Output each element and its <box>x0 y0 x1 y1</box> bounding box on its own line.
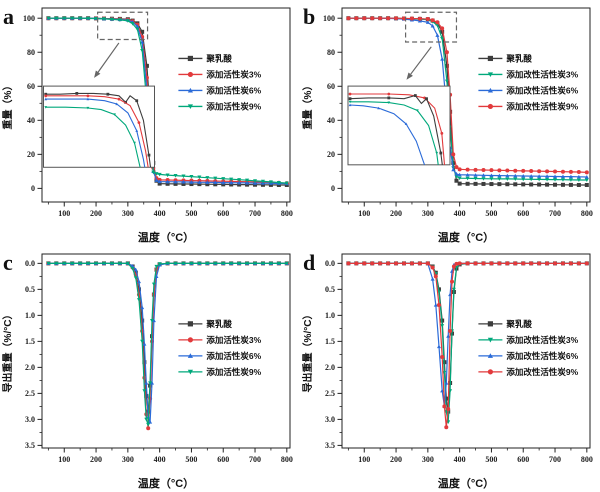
svg-text:导出重量（%/°C）: 导出重量（%/°C） <box>301 310 314 393</box>
svg-text:d: d <box>303 250 315 275</box>
chart-d-dtg-modified: 100 200 300 400 500 600 700 800 0.0 0.5 1.0 1.5 2.0 2… <box>301 250 593 490</box>
svg-text:80: 80 <box>27 48 35 57</box>
svg-text:0.0: 0.0 <box>25 259 35 268</box>
svg-text:100: 100 <box>58 455 70 464</box>
svg-text:聚乳酸: 聚乳酸 <box>505 319 532 329</box>
svg-text:60: 60 <box>27 82 35 91</box>
svg-text:700: 700 <box>549 209 561 218</box>
chart-a-tga: 100 200 300 400 500 600 700 800 0 20 40 60 80 100 温度（°… <box>1 4 293 244</box>
panel-a: 100 200 300 400 500 600 700 800 0 20 40 60 80 100 温度（°… <box>0 0 300 246</box>
svg-text:600: 600 <box>217 209 229 218</box>
svg-text:200: 200 <box>90 209 102 218</box>
svg-text:40: 40 <box>327 116 335 125</box>
svg-text:1.5: 1.5 <box>325 337 335 346</box>
svg-text:添加改性活性炭3%: 添加改性活性炭3% <box>506 69 578 79</box>
svg-text:800: 800 <box>581 455 593 464</box>
svg-text:800: 800 <box>581 209 593 218</box>
svg-text:600: 600 <box>217 455 229 464</box>
svg-text:聚乳酸: 聚乳酸 <box>205 53 232 63</box>
svg-text:2.5: 2.5 <box>25 389 35 398</box>
chart-b-tga-modified: 100 200 300 400 500 600 700 800 0 20 40 60 80 100 温度（°… <box>301 4 593 244</box>
svg-text:导出重量（%/°C）: 导出重量（%/°C） <box>1 310 14 393</box>
chart-c-dtg: 100 200 300 400 500 600 700 800 0.0 0.5 1.0 1.5 2.0 2… <box>1 250 293 490</box>
svg-text:700: 700 <box>549 455 561 464</box>
svg-text:聚乳酸: 聚乳酸 <box>505 53 532 63</box>
svg-text:1.5: 1.5 <box>25 337 35 346</box>
svg-text:0.5: 0.5 <box>25 285 35 294</box>
svg-text:添加改性活性炭6%: 添加改性活性炭6% <box>506 85 578 95</box>
svg-text:0.0: 0.0 <box>325 259 335 268</box>
svg-text:添加改性活性炭9%: 添加改性活性炭9% <box>506 367 578 377</box>
svg-text:1.0: 1.0 <box>25 311 35 320</box>
svg-text:800: 800 <box>281 455 293 464</box>
svg-text:添加改性活性炭9%: 添加改性活性炭9% <box>506 101 578 111</box>
svg-text:800: 800 <box>281 209 293 218</box>
svg-text:3.0: 3.0 <box>25 415 35 424</box>
svg-text:20: 20 <box>27 150 35 159</box>
svg-text:300: 300 <box>122 455 134 464</box>
svg-text:添加活性炭6%: 添加活性炭6% <box>206 351 261 361</box>
svg-text:100: 100 <box>358 209 370 218</box>
svg-text:0: 0 <box>31 184 35 193</box>
svg-text:500: 500 <box>485 455 497 464</box>
svg-text:2.0: 2.0 <box>325 363 335 372</box>
svg-text:600: 600 <box>517 455 529 464</box>
svg-text:c: c <box>3 250 13 275</box>
svg-text:b: b <box>303 4 315 29</box>
svg-text:添加活性炭3%: 添加活性炭3% <box>206 335 261 345</box>
svg-text:400: 400 <box>154 455 166 464</box>
svg-text:1.0: 1.0 <box>325 311 335 320</box>
svg-text:温度（°C）: 温度（°C） <box>438 230 494 244</box>
svg-text:添加活性炭9%: 添加活性炭9% <box>206 101 261 111</box>
svg-text:100: 100 <box>323 14 335 23</box>
svg-text:200: 200 <box>90 455 102 464</box>
svg-text:聚乳酸: 聚乳酸 <box>205 319 232 329</box>
svg-text:2.5: 2.5 <box>325 389 335 398</box>
svg-text:添加改性活性炭3%: 添加改性活性炭3% <box>506 335 578 345</box>
svg-text:200: 200 <box>390 209 402 218</box>
svg-text:温度（°C）: 温度（°C） <box>438 476 494 490</box>
svg-text:80: 80 <box>327 48 335 57</box>
svg-text:添加改性活性炭6%: 添加改性活性炭6% <box>506 351 578 361</box>
svg-text:400: 400 <box>454 209 466 218</box>
svg-text:重量（%）: 重量（%） <box>1 81 14 130</box>
svg-text:700: 700 <box>249 209 261 218</box>
svg-text:300: 300 <box>422 209 434 218</box>
panel-d: 100 200 300 400 500 600 700 800 0.0 0.5 1.0 1.5 2.0 2… <box>300 246 600 492</box>
svg-text:100: 100 <box>58 209 70 218</box>
svg-text:重量（%）: 重量（%） <box>301 81 314 130</box>
svg-text:添加活性炭6%: 添加活性炭6% <box>206 85 261 95</box>
svg-text:500: 500 <box>185 209 197 218</box>
svg-text:3.5: 3.5 <box>25 441 35 450</box>
svg-text:300: 300 <box>422 455 434 464</box>
svg-text:200: 200 <box>390 455 402 464</box>
svg-text:60: 60 <box>327 82 335 91</box>
svg-text:400: 400 <box>154 209 166 218</box>
svg-text:500: 500 <box>485 209 497 218</box>
panel-b: 100 200 300 400 500 600 700 800 0 20 40 60 80 100 温度（°… <box>300 0 600 246</box>
svg-text:添加活性炭9%: 添加活性炭9% <box>206 367 261 377</box>
svg-text:700: 700 <box>249 455 261 464</box>
svg-text:温度（°C）: 温度（°C） <box>138 476 194 490</box>
svg-text:300: 300 <box>122 209 134 218</box>
svg-text:3.5: 3.5 <box>325 441 335 450</box>
svg-text:温度（°C）: 温度（°C） <box>138 230 194 244</box>
svg-text:400: 400 <box>454 455 466 464</box>
svg-text:100: 100 <box>358 455 370 464</box>
svg-text:20: 20 <box>327 150 335 159</box>
svg-text:2.0: 2.0 <box>25 363 35 372</box>
svg-text:a: a <box>3 4 14 29</box>
svg-text:添加活性炭3%: 添加活性炭3% <box>206 69 261 79</box>
svg-text:100: 100 <box>23 14 35 23</box>
svg-text:0: 0 <box>331 184 335 193</box>
svg-text:500: 500 <box>185 455 197 464</box>
panel-c: 100 200 300 400 500 600 700 800 0.0 0.5 1.0 1.5 2.0 2… <box>0 246 300 492</box>
svg-text:40: 40 <box>27 116 35 125</box>
svg-text:0.5: 0.5 <box>325 285 335 294</box>
svg-text:3.0: 3.0 <box>325 415 335 424</box>
svg-text:600: 600 <box>517 209 529 218</box>
